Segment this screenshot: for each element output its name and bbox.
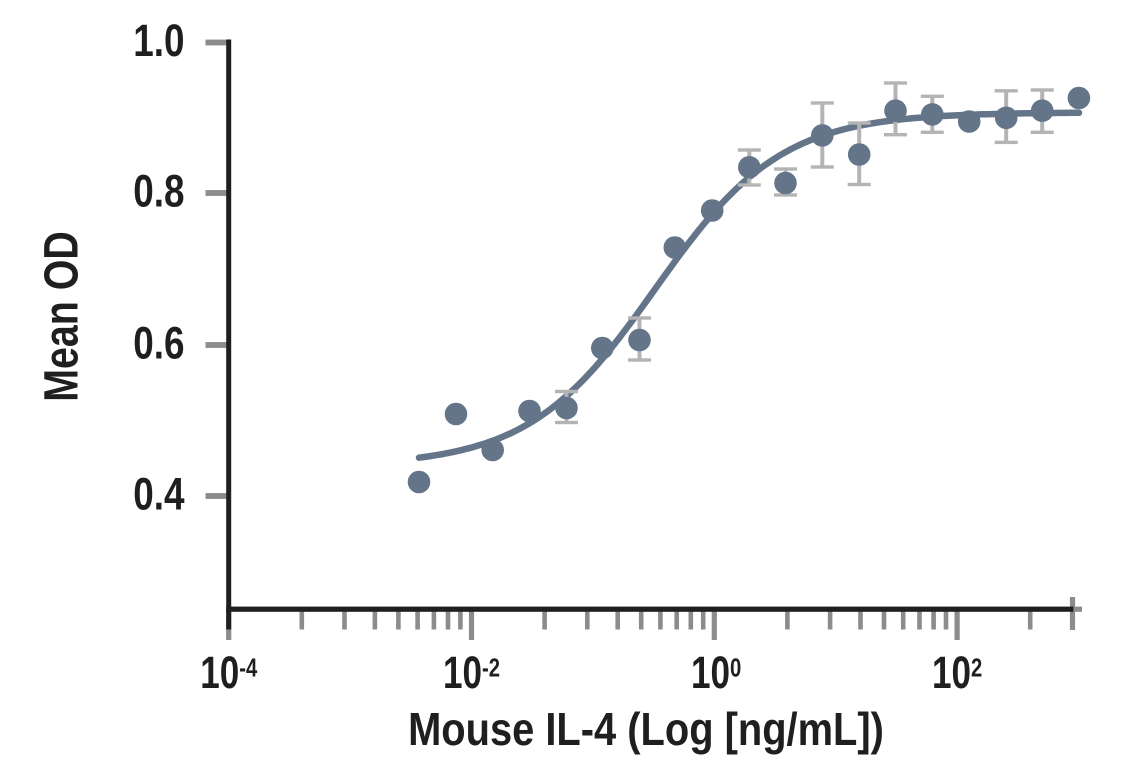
svg-text:0.8: 0.8 xyxy=(133,166,184,216)
svg-text:Mean OD: Mean OD xyxy=(35,231,89,402)
svg-text:1.0: 1.0 xyxy=(133,16,184,66)
svg-text:0.4: 0.4 xyxy=(133,469,184,519)
svg-text:Mouse IL-4 (Log [ng/mL]): Mouse IL-4 (Log [ng/mL]) xyxy=(408,704,884,756)
svg-text:0.6: 0.6 xyxy=(133,318,184,368)
